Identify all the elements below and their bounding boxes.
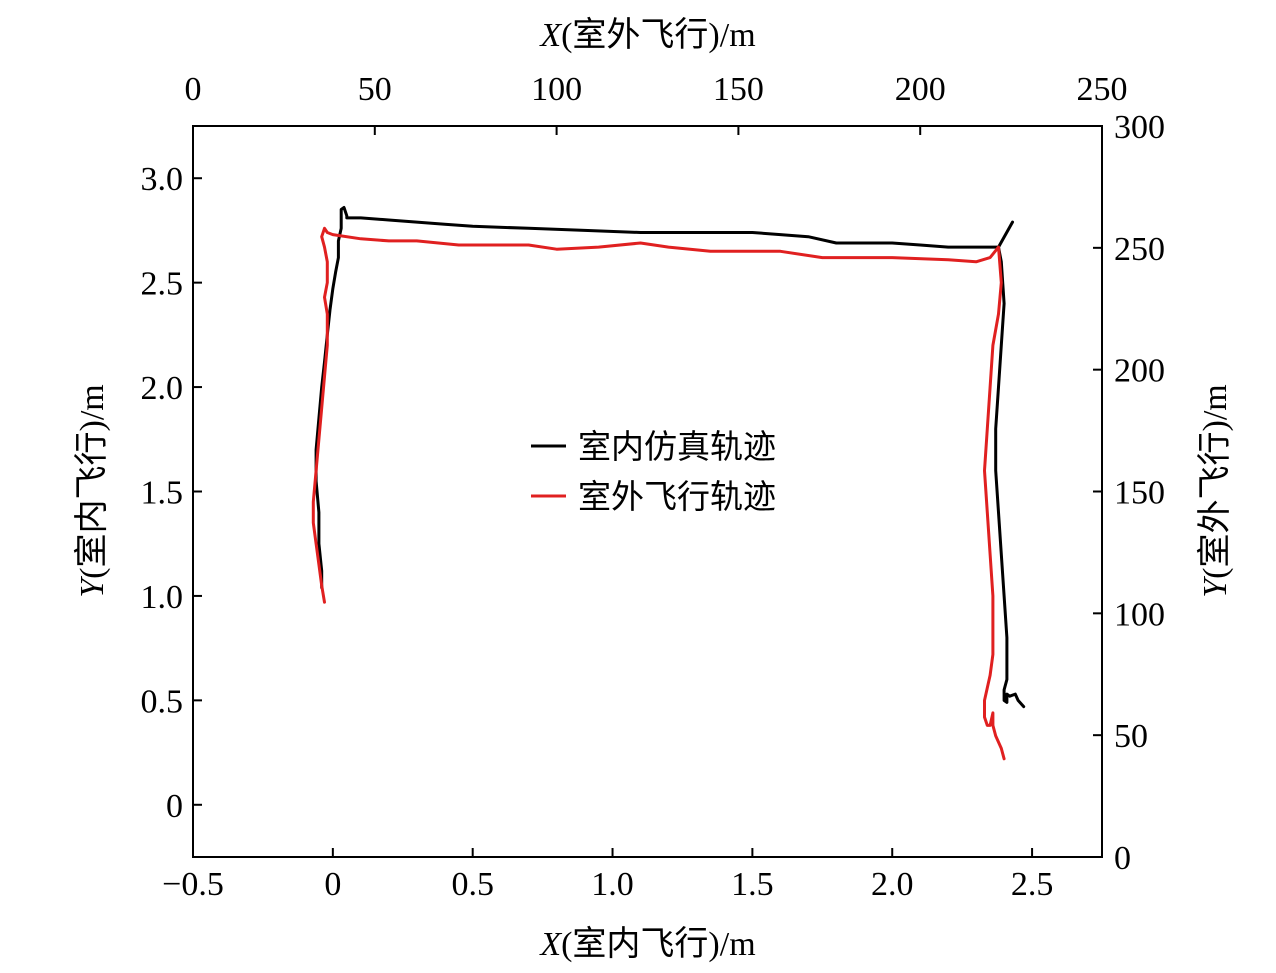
right-axis-tick-label: 250 xyxy=(1114,231,1165,268)
tick-marks xyxy=(192,125,1103,858)
bottom-axis-tick-label: 1.5 xyxy=(731,866,774,903)
tick-labels: −0.5 0 0.5 1.0 1.5 2.0 2.5 0 50 100 150 200 250 0 0.5 1… xyxy=(141,71,1166,903)
series-line-outdoor-flight xyxy=(311,226,1006,761)
left-axis-tick-label: 2.5 xyxy=(141,266,184,303)
bottom-axis-tick-label: −0.5 xyxy=(162,866,224,903)
top-axis-tick-label: 200 xyxy=(895,71,946,108)
x-axis-bottom-title: X(室内飞行)/m xyxy=(538,925,755,963)
bottom-axis-tick-label: 1.0 xyxy=(591,866,634,903)
series-layer xyxy=(311,206,1026,761)
top-axis-tick-label: 250 xyxy=(1077,71,1128,108)
bottom-axis-tick-label: 2.5 xyxy=(1011,866,1054,903)
legend-label-indoor: 室内仿真轨迹 xyxy=(578,427,776,466)
left-axis-tick-label: 2.0 xyxy=(141,370,184,407)
right-axis-tick-label: 100 xyxy=(1114,596,1165,633)
bottom-axis-tick-label: 0.5 xyxy=(451,866,494,903)
legend: 室内仿真轨迹 室外飞行轨迹 xyxy=(531,427,776,516)
left-axis-tick-label: 1.5 xyxy=(141,475,184,512)
top-axis-tick-label: 50 xyxy=(358,71,392,108)
bottom-axis-tick-label: 0 xyxy=(324,866,341,903)
left-axis-tick-label: 3.0 xyxy=(141,161,184,198)
right-axis-tick-label: 50 xyxy=(1114,718,1148,755)
series-line-indoor-simulation xyxy=(314,206,1026,709)
right-axis-tick-label: 0 xyxy=(1114,840,1131,877)
right-axis-tick-label: 300 xyxy=(1114,109,1165,146)
bottom-axis-tick-label: 2.0 xyxy=(871,866,914,903)
left-axis-tick-label: 0.5 xyxy=(141,683,184,720)
y-axis-left-title: Y(室内飞行)/m xyxy=(73,384,111,597)
left-axis-tick-label: 0 xyxy=(166,788,183,825)
left-axis-tick-label: 1.0 xyxy=(141,579,184,616)
y-axis-right-title: Y(室外飞行)/m xyxy=(1196,384,1234,597)
right-axis-tick-label: 200 xyxy=(1114,353,1165,390)
top-axis-tick-label: 150 xyxy=(713,71,764,108)
top-axis-tick-label: 100 xyxy=(531,71,582,108)
legend-label-outdoor: 室外飞行轨迹 xyxy=(578,477,776,516)
top-axis-tick-label: 0 xyxy=(185,71,202,108)
x-axis-top-title: X(室外飞行)/m xyxy=(538,16,755,54)
right-axis-tick-label: 150 xyxy=(1114,475,1165,512)
